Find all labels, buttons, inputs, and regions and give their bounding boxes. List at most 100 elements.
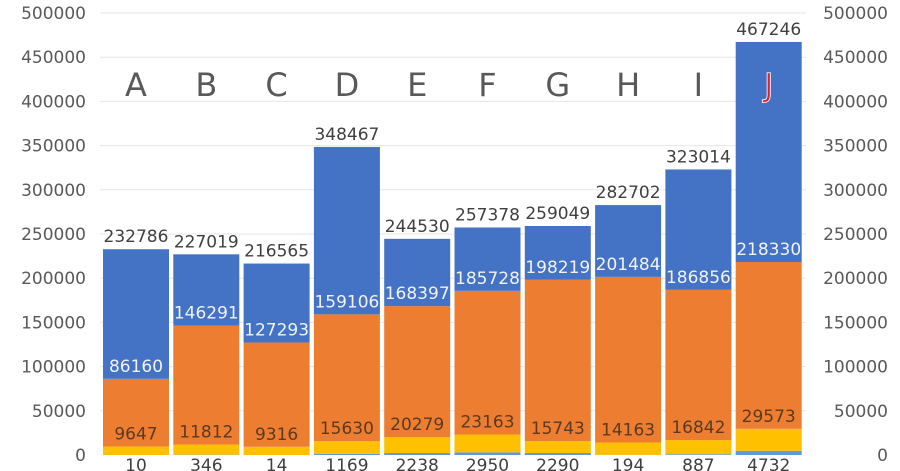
right-y-tick-label: 150000 [823, 313, 888, 333]
data-label: 201484 [596, 255, 661, 275]
bar-segment [454, 452, 521, 455]
data-label: 323014 [666, 147, 731, 167]
data-label: 9316 [255, 425, 298, 445]
left-y-tick-label: 150000 [21, 313, 86, 333]
right-y-tick-label: 250000 [823, 225, 888, 245]
right-y-tick-label: 500000 [823, 4, 888, 24]
category-label: F [478, 66, 496, 104]
data-label: 186856 [666, 268, 731, 288]
data-label: 467246 [736, 20, 801, 40]
data-label: 216565 [244, 242, 309, 262]
bar-segment [313, 441, 380, 454]
data-label: 194 [612, 456, 644, 471]
data-label: 346 [190, 456, 222, 471]
data-label: 257378 [455, 205, 520, 225]
category-label: D [335, 66, 360, 104]
bar-segment [454, 290, 521, 435]
data-label: 23163 [460, 413, 514, 433]
right-y-axis: 0 50000 100000 150000 200000 250000 300000 3500… [823, 4, 888, 466]
bar-segment [173, 325, 240, 445]
bar-segment [384, 306, 451, 438]
bar-segment [735, 41, 802, 262]
bar-segment [313, 453, 380, 455]
data-label: 16842 [671, 418, 725, 438]
bar-segment [665, 289, 732, 441]
bar-segment [665, 169, 732, 290]
right-y-tick-label: 350000 [823, 137, 888, 157]
data-label: 15630 [320, 419, 374, 439]
left-y-tick-label: 500000 [21, 4, 86, 24]
data-label: 9647 [114, 424, 157, 444]
data-label: 10 [125, 456, 147, 471]
data-label: 146291 [174, 304, 239, 324]
bar-segment [665, 454, 732, 455]
data-label: 887 [682, 456, 714, 471]
left-y-tick-label: 250000 [21, 225, 86, 245]
data-label: 2290 [536, 456, 579, 471]
bar-segment [243, 263, 310, 343]
bar-segment [313, 146, 380, 315]
bar-segment [313, 314, 380, 442]
right-y-tick-label: 0 [877, 446, 888, 466]
data-label: 14163 [601, 420, 655, 440]
bar-segment [243, 446, 310, 455]
bar-segment [524, 279, 591, 442]
left-y-tick-label: 300000 [21, 181, 86, 201]
data-label: 259049 [525, 204, 590, 224]
category-labels: A B C D E F G H I J [125, 66, 774, 105]
bar-segment [384, 453, 451, 455]
data-label: 14 [266, 456, 288, 471]
bar-segment [243, 342, 310, 447]
bar-segment [665, 440, 732, 455]
data-label: 86160 [109, 357, 163, 377]
right-y-tick-label: 450000 [823, 48, 888, 68]
right-y-tick-label: 50000 [834, 402, 888, 422]
bar-segment [595, 205, 662, 277]
bar-segment [735, 428, 802, 451]
data-label: 348467 [314, 125, 379, 145]
category-label: G [545, 66, 570, 104]
data-label: 282702 [596, 183, 661, 203]
bar-segment [735, 450, 802, 455]
bars [103, 41, 802, 455]
data-label: 4732 [747, 456, 790, 471]
category-label: A [125, 66, 147, 104]
bar-segment [524, 441, 591, 453]
bar-segment [735, 261, 802, 429]
bar-segment [454, 434, 521, 453]
data-label: 20279 [390, 415, 444, 435]
category-label: E [407, 66, 427, 104]
data-label: 11812 [179, 423, 233, 443]
bar-segment [103, 446, 169, 455]
right-y-tick-label: 100000 [823, 358, 888, 378]
data-labels: 10 9647 86160 232786 346 11812 146291 227019 14 9… [104, 20, 802, 471]
bar-segment [384, 437, 451, 454]
data-label: 227019 [174, 232, 239, 252]
data-label: 127293 [244, 320, 309, 340]
bar-segment [454, 227, 521, 291]
category-label: H [616, 66, 640, 104]
category-label: J [762, 66, 773, 104]
left-y-tick-label: 50000 [32, 402, 86, 422]
bar-segment [103, 249, 169, 379]
left-y-tick-label: 200000 [21, 269, 86, 289]
category-label: C [265, 66, 287, 104]
data-label: 198219 [525, 258, 590, 278]
bar-segment [595, 276, 662, 443]
right-y-tick-label: 400000 [823, 92, 888, 112]
bar-segment [384, 238, 451, 307]
right-y-tick-label: 200000 [823, 269, 888, 289]
data-label: 232786 [104, 227, 169, 247]
data-label: 218330 [736, 240, 801, 260]
left-y-tick-label: 400000 [21, 92, 86, 112]
left-y-axis: 0 50000 100000 150000 200000 250000 300000 3500… [21, 4, 86, 466]
bar-segment [524, 452, 591, 455]
bar-segment [173, 444, 240, 455]
left-y-tick-label: 450000 [21, 48, 86, 68]
data-label: 15743 [531, 419, 585, 439]
data-label: 185728 [455, 269, 520, 289]
data-label: 2238 [396, 456, 439, 471]
data-label: 1169 [325, 456, 368, 471]
category-label: B [195, 66, 217, 104]
